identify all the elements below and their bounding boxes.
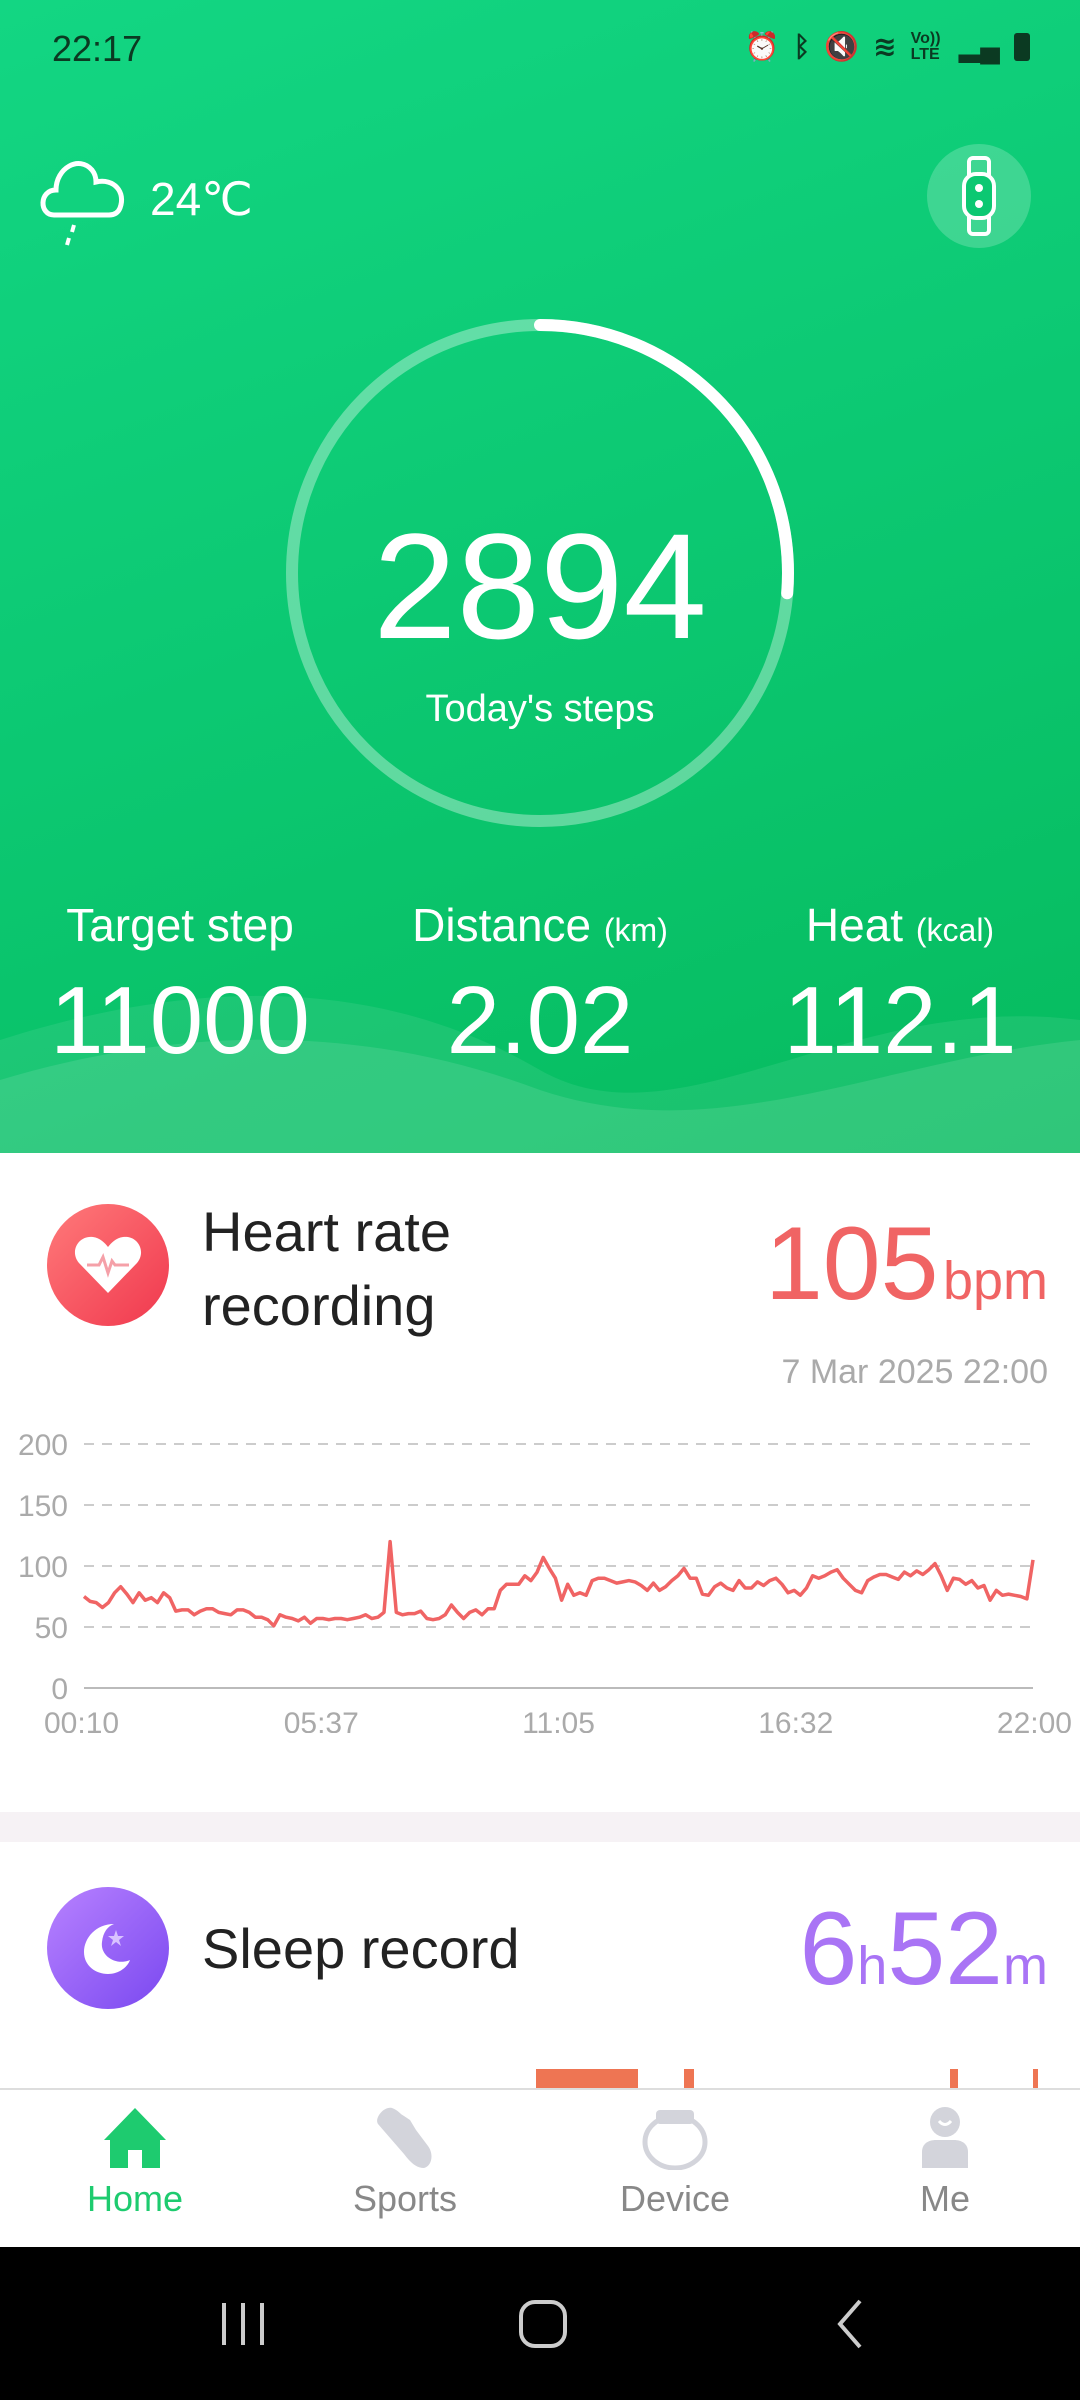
heart-title-line2: recording xyxy=(202,1274,436,1337)
wifi-6-icon: ≋ xyxy=(873,31,897,62)
steps-hero: 22:17 ⏰ ᛒ 🔇 ≋ Vo)) LTE ▂▄ 24℃ 2894 Today… xyxy=(0,0,1080,1153)
bpm-value: 105 xyxy=(764,1206,939,1322)
nav-device[interactable]: Device xyxy=(540,2090,810,2247)
nav-home[interactable]: Home xyxy=(0,2090,270,2247)
home-button[interactable] xyxy=(518,2299,570,2349)
volte-lte-icon: Vo)) LTE xyxy=(910,29,941,63)
battery-icon xyxy=(1014,32,1030,61)
stat-label: Distance xyxy=(412,899,592,951)
status-time: 22:17 xyxy=(52,28,143,69)
sleep-title: Sleep record xyxy=(202,1917,520,1980)
alarm-icon: ⏰ xyxy=(744,31,780,62)
bottom-nav: Home Sports Device Me xyxy=(0,2088,1080,2247)
sleep-minutes-unit: m xyxy=(1003,1936,1048,1996)
watch-band-icon xyxy=(962,156,996,236)
moon-icon xyxy=(47,1887,169,2009)
steps-count: 2894 xyxy=(373,502,707,670)
mute-icon: 🔇 xyxy=(824,31,860,62)
stat-distance: Distance (km) 2.02 xyxy=(360,898,720,1076)
bpm-unit: bpm xyxy=(942,1251,1048,1311)
cloud-rain-icon xyxy=(40,161,124,246)
steps-label: Today's steps xyxy=(425,688,655,730)
nav-label: Me xyxy=(919,2178,970,2219)
y-tick-label: 100 xyxy=(18,1551,68,1584)
nav-label: Device xyxy=(619,2178,731,2219)
y-tick-label: 0 xyxy=(51,1673,68,1706)
y-tick-label: 50 xyxy=(35,1612,68,1645)
bluetooth-icon: ᛒ xyxy=(793,30,811,62)
heart-rate-line xyxy=(82,1539,1035,1628)
shoe-icon xyxy=(377,2107,432,2168)
wave-decoration xyxy=(0,995,1080,1153)
nav-label: Sports xyxy=(352,2178,458,2219)
sleep-bar xyxy=(950,2069,958,2088)
stat-value: 112.1 xyxy=(783,967,1017,1074)
heart-icon xyxy=(47,1204,169,1326)
home-icon xyxy=(104,2108,166,2168)
band-icon xyxy=(642,2110,708,2170)
heart-timestamp: 7 Mar 2025 22:00 xyxy=(781,1353,1048,1391)
section-divider xyxy=(0,1812,1080,1842)
stat-label: Heat xyxy=(805,899,904,951)
heart-title-line1: Heart rate xyxy=(202,1200,451,1263)
nav-me[interactable]: Me xyxy=(810,2090,1080,2247)
heart-rate-value: 105 bpm xyxy=(765,1205,1048,1324)
sleep-bar xyxy=(1033,2069,1038,2088)
stat-heat: Heat (kcal) 112.1 xyxy=(720,898,1080,1076)
steps-progress-arc xyxy=(286,319,794,827)
stat-value: 11000 xyxy=(50,967,310,1074)
y-tick-label: 200 xyxy=(18,1429,68,1462)
person-icon xyxy=(922,2107,968,2168)
stat-target-step: Target step 11000 xyxy=(0,898,360,1076)
sleep-minutes: 52 xyxy=(887,1891,1004,2007)
stat-unit: (km) xyxy=(603,912,668,948)
recents-button[interactable] xyxy=(218,2299,268,2349)
stat-unit: (kcal) xyxy=(915,912,995,948)
y-tick-label: 150 xyxy=(18,1490,68,1523)
stat-value: 2.02 xyxy=(446,967,634,1074)
heart-rate-chart: 200 150 100 50 000:10 05:37 11:05 16:32 22:00 xyxy=(18,1429,1072,1733)
x-tick-label: 11:05 xyxy=(522,1707,595,1733)
system-nav-bar xyxy=(0,2247,1080,2400)
x-tick-label: 22:00 xyxy=(997,1707,1072,1733)
x-tick-label: 05:37 xyxy=(284,1707,359,1733)
sleep-bar xyxy=(684,2069,694,2088)
nav-sports[interactable]: Sports xyxy=(270,2090,540,2247)
sleep-bar xyxy=(536,2069,638,2088)
nav-label: Home xyxy=(86,2178,184,2219)
stat-label: Target step xyxy=(66,899,294,951)
sleep-card[interactable]: Sleep record 6h52m xyxy=(0,1842,1080,2088)
device-button[interactable] xyxy=(927,144,1031,248)
signal-icon: ▂▄ xyxy=(958,31,1000,62)
heart-rate-card[interactable]: Heart rate recording 105 bpm 7 Mar 2025 … xyxy=(0,1153,1080,1812)
back-button[interactable] xyxy=(830,2299,870,2349)
status-icons: ⏰ ᛒ 🔇 ≋ Vo)) LTE ▂▄ xyxy=(745,30,1030,63)
sleep-duration: 6h52m xyxy=(799,1890,1048,2009)
x-tick-label: 16:32 xyxy=(758,1707,833,1733)
temperature: 24℃ xyxy=(150,173,253,225)
steps-ring xyxy=(286,319,794,827)
x-tick-label: 00:10 xyxy=(44,1707,119,1733)
sleep-hours-unit: h xyxy=(857,1936,888,1996)
sleep-hours: 6 xyxy=(799,1891,858,2007)
